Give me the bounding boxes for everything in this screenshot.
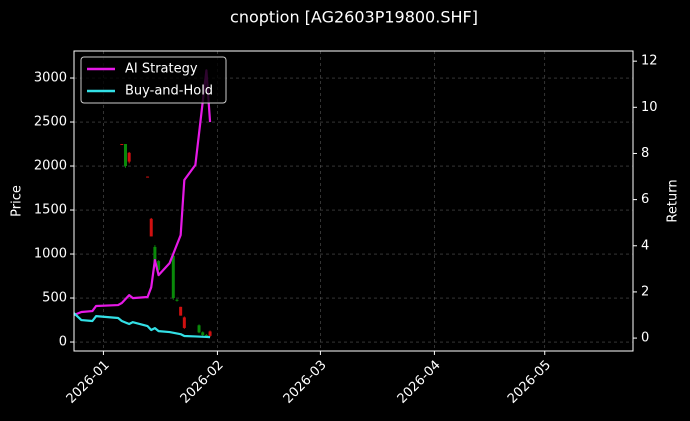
candle-body (171, 255, 175, 299)
legend-box (80, 56, 227, 104)
x-tick-label: 2026-05 (505, 358, 554, 407)
y-tick-label: 500 (42, 291, 67, 306)
candle-body (182, 317, 186, 328)
y2-tick-label: 12 (641, 54, 658, 69)
y2-tick-label: 10 (641, 100, 658, 115)
x-tick-label: 2026-02 (178, 358, 227, 407)
chart-title: cnoption [AG2603P19800.SHF] (230, 8, 478, 27)
x-tick-label: 2026-03 (281, 358, 330, 407)
candle-body (201, 332, 205, 335)
y2-tick-label: 2 (641, 284, 649, 299)
y2-tick-label: 4 (641, 238, 649, 253)
y-tick-label: 1000 (34, 247, 67, 262)
y2-tick-label: 0 (641, 331, 649, 346)
y2-tick-label: 6 (641, 192, 649, 207)
x-tick-label: 2026-04 (395, 358, 444, 407)
candle-body (153, 246, 157, 263)
legend: AI Strategy Buy-and-Hold (80, 56, 227, 104)
y-tick-label: 3000 (34, 71, 67, 86)
line-series (73, 69, 212, 317)
y-tick-label: 0 (59, 335, 67, 350)
y-tick-label: 1500 (34, 203, 67, 218)
candle-body (175, 299, 179, 301)
candle-body (157, 261, 161, 270)
y-axis-label: Price (10, 185, 25, 217)
candle-body (123, 144, 127, 167)
y-tick-label: 2500 (34, 115, 67, 130)
y2-tick-label: 8 (641, 146, 649, 161)
line-series (73, 312, 211, 339)
y2-axis-label: Return (666, 179, 681, 222)
y-tick-label: 2000 (34, 159, 67, 174)
candle-body (127, 152, 131, 162)
x-tick-label: 2026-01 (64, 358, 113, 407)
candle-body (120, 144, 124, 146)
plot-frame (73, 50, 634, 352)
legend-label: AI Strategy (125, 62, 198, 77)
candle-body (149, 218, 153, 237)
candle-body (146, 176, 150, 178)
legend-label: Buy-and-Hold (125, 84, 213, 99)
candle-body (197, 325, 201, 333)
candle-body (179, 306, 183, 316)
candle-body (208, 331, 212, 336)
